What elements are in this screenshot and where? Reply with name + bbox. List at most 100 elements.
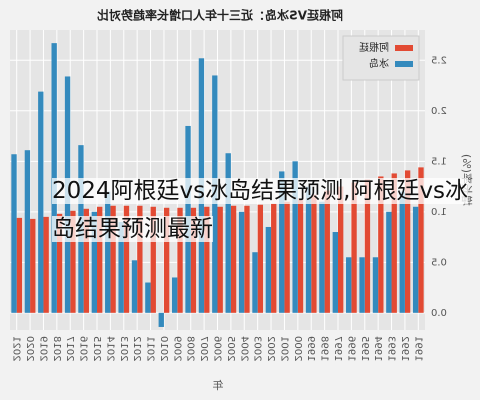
y-tick-label: 2.5 [431, 55, 447, 66]
x-tick-label: 1993 [386, 336, 397, 361]
bar [311, 194, 317, 313]
bar [297, 198, 304, 313]
bar [83, 208, 89, 313]
legend-box [342, 35, 420, 81]
y-tick-label: 0.0 [431, 308, 447, 319]
bar [252, 252, 258, 313]
bar [324, 190, 330, 313]
bar [337, 186, 344, 313]
bar [145, 282, 151, 313]
bar [43, 216, 49, 313]
overlay-caption: 2024阿根廷vs冰岛结果预测,阿根廷vs冰岛结果预测最新 [0, 172, 480, 248]
bar [399, 191, 405, 313]
bar [16, 217, 23, 313]
bar [217, 206, 223, 313]
x-tick-label: 1996 [345, 336, 356, 361]
bar [364, 179, 371, 313]
x-tick-label: 2000 [292, 336, 303, 361]
bar [418, 167, 424, 313]
chart-title: 阿根廷VS冰岛：近三十年人口增长率趋势对比 [97, 8, 343, 23]
x-tick-label: 2012 [131, 336, 142, 361]
x-tick-label: 2017 [64, 336, 75, 361]
overlay-text: 2024阿根廷vs冰岛结果预测,阿根廷vs冰岛结果预测最新 [52, 178, 469, 242]
bar [230, 205, 237, 313]
bar [257, 204, 264, 313]
x-tick-label: 2010 [158, 336, 169, 361]
legend-swatch [395, 45, 413, 51]
x-tick-label: 2008 [185, 336, 196, 361]
bar [158, 312, 164, 327]
bar [292, 161, 298, 313]
bar [271, 203, 277, 313]
bar [97, 206, 103, 313]
x-tick-label: 2011 [145, 336, 156, 361]
bar [118, 221, 124, 313]
bar [372, 257, 379, 313]
x-tick-label: 1994 [372, 336, 383, 361]
x-tick-label: 1999 [305, 336, 316, 361]
bar [30, 218, 36, 313]
bar [163, 207, 170, 313]
bar [319, 201, 325, 313]
bar [244, 205, 250, 313]
bar [284, 201, 290, 313]
x-tick-label: 1998 [319, 336, 330, 361]
bar [51, 43, 57, 313]
bar [346, 257, 352, 313]
x-tick-label: 2005 [225, 336, 236, 361]
y-tick-label: 0.5 [431, 257, 447, 268]
legend-swatch [395, 61, 413, 67]
x-tick-label: 2020 [24, 336, 35, 361]
x-axis-label: 年 [213, 378, 224, 392]
bar [137, 205, 143, 313]
y-tick-label: 1.0 [431, 207, 447, 218]
x-tick-label: 2004 [238, 336, 249, 361]
x-tick-label: 2002 [265, 336, 276, 361]
bar [123, 205, 130, 313]
x-tick-label: 1995 [359, 336, 370, 361]
bar [305, 186, 312, 313]
bar [412, 206, 419, 313]
x-tick-label: 2015 [91, 336, 102, 361]
bar [386, 211, 392, 313]
bar [190, 207, 197, 313]
x-tick-label: 2001 [278, 336, 289, 361]
bar [11, 154, 17, 313]
y-tick-label: 2.0 [431, 106, 447, 117]
bar [359, 257, 365, 313]
bar [105, 191, 111, 313]
bar [332, 232, 338, 313]
x-tick-label: 1992 [399, 336, 410, 361]
bar [38, 91, 44, 313]
bar [56, 213, 63, 313]
bar [131, 260, 138, 313]
bar [351, 182, 357, 313]
bar [238, 211, 245, 313]
x-tick-label: 2007 [198, 336, 209, 361]
bar [378, 176, 384, 313]
bar [171, 277, 178, 313]
x-tick-label: 2019 [37, 336, 48, 361]
x-tick-label: 2003 [252, 336, 263, 361]
bar [110, 205, 116, 313]
bar [225, 153, 231, 313]
x-tick-label: 2009 [171, 336, 182, 361]
bar [404, 170, 411, 313]
x-tick-label: 2013 [118, 336, 129, 361]
bar [24, 150, 31, 313]
x-tick-label: 2014 [104, 336, 115, 361]
x-tick-label: 2018 [51, 336, 62, 361]
legend-label: 阿根廷 [359, 41, 389, 54]
y-tick-label: 1.5 [431, 156, 447, 167]
bar [279, 171, 285, 313]
x-tick-label: 1991 [412, 336, 423, 361]
bar [177, 207, 183, 313]
bar [150, 206, 156, 313]
x-tick-label: 2021 [11, 336, 22, 361]
bar [204, 206, 210, 313]
x-tick-label: 2006 [212, 336, 223, 361]
x-tick-label: 1997 [332, 336, 343, 361]
x-tick-label: 2016 [78, 336, 89, 361]
bar [91, 211, 98, 313]
